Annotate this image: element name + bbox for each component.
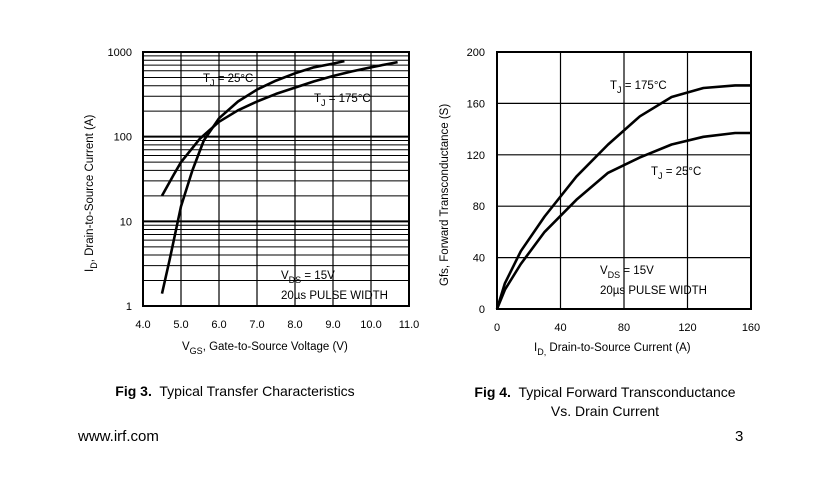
- fig4-chart: 0 40 80 120 160 0 40 80 120 160 200 TJ = 175°C TJ…: [439, 47, 760, 357]
- fig4-y-axis-label: Gfs, Forward Transconductance (S): [439, 104, 451, 286]
- fig3-series-0-line: [160, 59, 345, 294]
- fig4-x-axis-label: ID, Drain-to-Source Current (A): [534, 342, 691, 357]
- fig4-series-0-line: [495, 84, 751, 310]
- fig4-x-tick: 120: [678, 322, 696, 334]
- fig3-y-tick: 100: [114, 132, 132, 144]
- fig3-gridlines: [142, 52, 410, 307]
- fig4-series-label-25c: TJ = 25°C: [651, 166, 701, 181]
- fig3-plot-frame: [142, 51, 410, 307]
- fig3-series-label-175c: TJ = 175°C: [314, 93, 371, 108]
- fig3-x-tick: 7.0: [249, 319, 264, 331]
- fig3-x-tick: 10.0: [360, 319, 381, 331]
- footer-website: www.irf.com: [78, 428, 159, 445]
- fig4-vds-annotation: VDS = 15V: [600, 265, 654, 280]
- fig3-caption: Fig 3. Typical Transfer Characteristics: [90, 382, 380, 401]
- fig4-x-tick: 160: [742, 322, 760, 334]
- fig4-y-tick: 40: [473, 253, 485, 265]
- fig4-y-tick: 120: [467, 150, 485, 162]
- fig3-y-axis-label: ID, Drain-to-Source Current (A): [84, 115, 99, 272]
- fig3-series-lines: [160, 59, 398, 294]
- fig3-pulse-annotation: 20µs PULSE WIDTH: [281, 290, 388, 302]
- fig3-chart: 4.0 5.0 6.0 7.0 8.0 9.0 10.0 11.0 1 10 100 1000 TJ…: [84, 47, 419, 356]
- fig3-x-tick-labels: 4.0 5.0 6.0 7.0 8.0 9.0 10.0 11.0: [135, 319, 419, 331]
- fig4-series-label-175c: TJ = 175°C: [610, 80, 667, 95]
- fig4-y-tick: 160: [467, 98, 485, 110]
- fig3-x-tick: 5.0: [173, 319, 188, 331]
- fig3-x-tick: 9.0: [325, 319, 340, 331]
- fig4-caption-number: Fig 4.: [474, 384, 511, 400]
- fig3-x-tick: 11.0: [399, 319, 420, 331]
- fig3-y-tick-labels: 1 10 100 1000: [108, 47, 132, 313]
- fig4-caption: Fig 4. Typical Forward Transconductance …: [450, 383, 760, 421]
- footer-page-number: 3: [735, 428, 744, 445]
- fig3-x-axis-label: VGS, Gate-to-Source Voltage (V): [182, 341, 348, 356]
- fig3-y-tick: 1000: [108, 47, 132, 59]
- fig4-x-tick: 80: [618, 322, 630, 334]
- fig4-y-tick: 200: [467, 47, 485, 59]
- fig3-vds-annotation: VDS = 15V: [281, 270, 335, 285]
- fig4-plot-frame: [496, 51, 752, 310]
- fig3-series-label-25c: TJ = 25°C: [203, 73, 253, 88]
- fig4-caption-line2: Vs. Drain Current: [550, 403, 660, 419]
- fig4-pulse-annotation: 20µs PULSE WIDTH: [600, 285, 707, 297]
- fig4-y-tick: 0: [479, 304, 485, 316]
- fig4-series-lines: [495, 84, 751, 310]
- fig4-y-tick-labels: 0 40 80 120 160 200: [467, 47, 485, 316]
- fig3-y-tick: 10: [120, 216, 132, 228]
- fig3-x-tick: 4.0: [135, 319, 150, 331]
- fig3-x-tick: 6.0: [211, 319, 226, 331]
- fig3-series-1-line: [160, 60, 398, 197]
- fig4-caption-text: Typical Forward Transconductance: [518, 384, 736, 400]
- fig3-y-tick: 1: [126, 301, 132, 313]
- fig3-x-tick: 8.0: [287, 319, 302, 331]
- fig4-y-tick: 80: [473, 201, 485, 213]
- fig3-caption-text: Typical Transfer Characteristics: [159, 383, 355, 399]
- fig4-x-tick-labels: 0 40 80 120 160: [494, 322, 760, 334]
- fig4-x-tick: 40: [554, 322, 566, 334]
- fig4-series-1-line: [495, 131, 751, 310]
- fig4-x-tick: 0: [494, 322, 500, 334]
- fig3-caption-number: Fig 3.: [115, 383, 152, 399]
